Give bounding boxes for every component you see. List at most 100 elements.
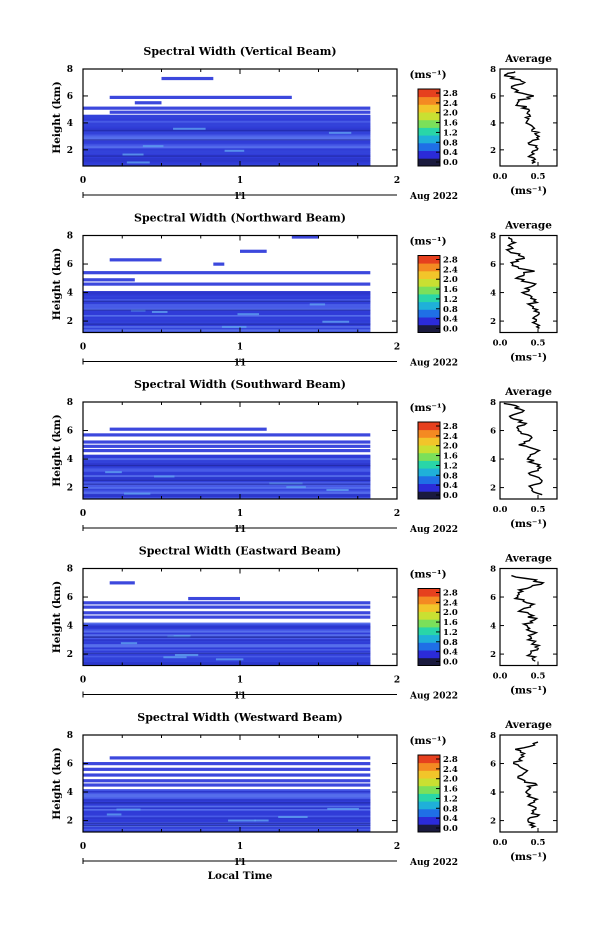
panel-3: Spectral Width (Eastward Beam) 2 4 6 8 Height… bbox=[51, 545, 558, 702]
colorbar-tick-label: 2.0 bbox=[443, 608, 458, 618]
average-profile bbox=[504, 236, 541, 329]
date-label: Aug 2022 bbox=[409, 192, 458, 202]
heatmap-cell bbox=[83, 655, 371, 658]
heatmap-cell bbox=[83, 495, 371, 498]
colorbar-swatch bbox=[418, 452, 440, 461]
colorbar-frame bbox=[417, 588, 441, 666]
y-tick-label: 4 bbox=[67, 119, 73, 129]
colorbar-swatch bbox=[418, 263, 440, 272]
heatmap-cell bbox=[83, 480, 371, 483]
heatmap-cell bbox=[309, 303, 326, 306]
heatmap-segment bbox=[83, 282, 371, 286]
heatmap-cell bbox=[327, 807, 359, 810]
colorbar-tick-label: 0.0 bbox=[443, 824, 458, 834]
x-tick-label: 0 bbox=[80, 676, 86, 686]
x-tick-label: 2 bbox=[394, 176, 400, 186]
colorbar-tick-label: 2.4 bbox=[443, 598, 458, 608]
panel-title: Spectral Width (Northward Beam) bbox=[134, 212, 346, 225]
colorbar-swatch bbox=[418, 468, 440, 477]
heatmap-cell bbox=[83, 825, 371, 827]
heatmap-cell bbox=[83, 303, 371, 306]
heatmap-cell bbox=[83, 488, 371, 491]
average-profile bbox=[512, 741, 541, 829]
heatmap-cell bbox=[163, 656, 187, 659]
heatmap-cell bbox=[83, 456, 371, 459]
heatmap-cell bbox=[83, 309, 371, 311]
avg-x-tick-label: 0.5 bbox=[531, 838, 546, 848]
heatmap-cell bbox=[83, 820, 371, 823]
avg-y-tick-label: 8 bbox=[490, 65, 496, 75]
heatmap-cell bbox=[83, 825, 371, 828]
heatmap-cell bbox=[83, 812, 371, 815]
heatmap-segment bbox=[109, 110, 371, 114]
colorbar-tick-label: 0.8 bbox=[443, 804, 458, 814]
avg-y-tick-label: 2 bbox=[490, 317, 496, 327]
heatmap-cell bbox=[83, 622, 371, 625]
heatmap-cell bbox=[83, 311, 371, 314]
colorbar-swatch bbox=[418, 135, 440, 144]
heatmap-cell bbox=[83, 300, 371, 302]
heatmap-cell bbox=[326, 489, 349, 492]
colorbar-unit: (ms⁻¹) bbox=[409, 569, 446, 581]
heatmap-cell bbox=[83, 828, 371, 831]
colorbar-swatch bbox=[418, 793, 440, 802]
heatmap-cell bbox=[83, 662, 371, 665]
y-tick-label: 4 bbox=[67, 455, 73, 465]
colorbar-tick-label: 1.6 bbox=[443, 452, 458, 462]
colorbar-swatch bbox=[418, 762, 440, 771]
avg-x-axis-label: (ms⁻¹) bbox=[510, 352, 547, 364]
colorbar-swatch bbox=[418, 158, 440, 167]
heatmap-cell bbox=[83, 130, 371, 134]
heatmap-cell bbox=[83, 139, 371, 141]
heatmap-cell bbox=[83, 146, 371, 149]
average-profile bbox=[511, 574, 546, 662]
colorbar-swatch bbox=[418, 596, 440, 605]
heatmap-cell bbox=[83, 154, 371, 157]
heatmap-cell bbox=[83, 660, 371, 663]
x-tick-label: 0 bbox=[80, 842, 86, 852]
heatmap-cell bbox=[105, 471, 122, 474]
heatmap-cell bbox=[83, 132, 371, 135]
heatmap-cell bbox=[83, 487, 371, 490]
heatmap-segment bbox=[291, 235, 319, 239]
avg-y-tick-label: 2 bbox=[490, 146, 496, 156]
heatmap-cell bbox=[83, 463, 371, 466]
colorbar-swatch bbox=[418, 445, 440, 454]
heatmap-segment bbox=[83, 611, 371, 615]
heatmap-cell bbox=[83, 134, 371, 137]
avg-y-tick-label: 6 bbox=[490, 260, 496, 270]
panel-2: Spectral Width (Southward Beam) 2 4 6 8 Heigh… bbox=[51, 378, 558, 535]
panel-1: Spectral Width (Northward Beam) 2 4 6 8 Heigh… bbox=[51, 212, 558, 369]
panel-4: Spectral Width (Westward Beam) 2 4 6 8 Height… bbox=[51, 711, 558, 868]
y-tick-label: 6 bbox=[67, 92, 73, 102]
colorbar-swatch bbox=[418, 127, 440, 136]
day-label: 11 bbox=[234, 192, 247, 202]
heatmap-cell bbox=[83, 144, 371, 147]
avg-y-tick-label: 4 bbox=[490, 289, 496, 299]
y-tick-label: 2 bbox=[67, 317, 73, 327]
avg-y-tick-label: 2 bbox=[490, 650, 496, 660]
heatmap-cell bbox=[83, 795, 371, 798]
colorbar-swatch bbox=[418, 460, 440, 469]
colorbar-tick-label: 2.8 bbox=[443, 755, 458, 765]
heatmap-cell bbox=[83, 815, 371, 818]
colorbar-swatch bbox=[418, 112, 440, 121]
avg-x-axis-label: (ms⁻¹) bbox=[510, 185, 547, 197]
colorbar-tick-label: 2.8 bbox=[443, 89, 458, 99]
avg-y-tick-label: 4 bbox=[490, 455, 496, 465]
x-tick-label: 1 bbox=[237, 509, 243, 519]
heatmap-cell bbox=[83, 294, 371, 297]
colorbar-swatch bbox=[418, 634, 440, 643]
heatmap-segment bbox=[109, 95, 292, 99]
colorbar-swatch bbox=[418, 301, 440, 310]
heatmap-cell bbox=[237, 313, 260, 316]
colorbar-tick-label: 0.4 bbox=[443, 148, 458, 158]
heatmap-cell bbox=[126, 161, 150, 164]
avg-x-tick-label: 0.0 bbox=[493, 505, 508, 515]
heatmap-cell bbox=[83, 152, 371, 155]
heatmap-cell bbox=[83, 790, 371, 793]
x-axis-label: Local Time bbox=[208, 870, 273, 882]
heatmap-cell bbox=[83, 122, 371, 126]
heatmap-cell bbox=[83, 307, 371, 310]
y-tick-label: 6 bbox=[67, 593, 73, 603]
